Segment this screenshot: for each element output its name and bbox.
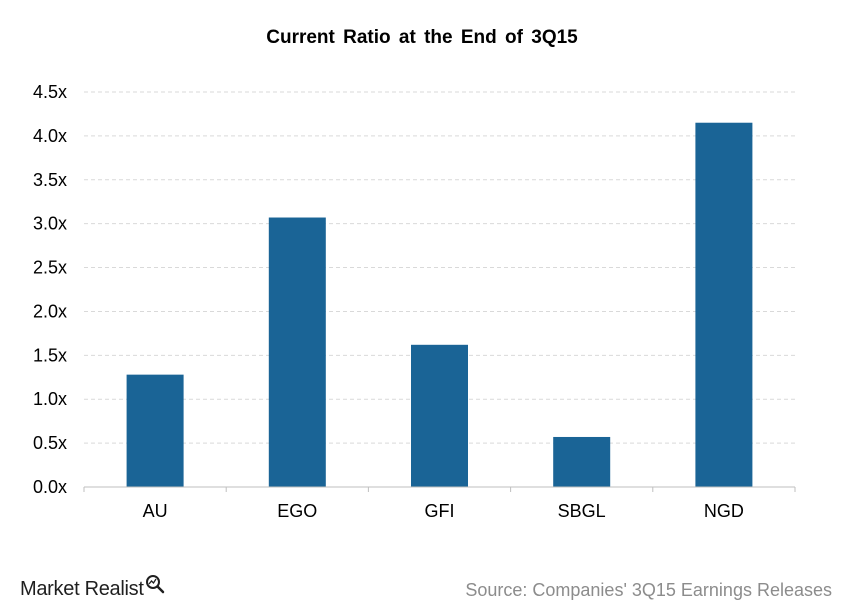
- y-tick-label: 2.0x: [33, 301, 67, 321]
- tick-labels: 0.0x 0.5x 1.0x 1.5x 2.0x 2.5x 3.0x 3.5x 4.0x 4.5x…: [33, 82, 744, 521]
- y-tick-label: 1.0x: [33, 389, 67, 409]
- x-tick-label: AU: [143, 501, 168, 521]
- y-tick-label: 3.5x: [33, 170, 67, 190]
- axes: [83, 486, 796, 492]
- bar-chart: 0.0x 0.5x 1.0x 1.5x 2.0x 2.5x 3.0x 3.5x 4.0x 4.5x…: [33, 82, 796, 521]
- bar-ego: [268, 217, 326, 487]
- bar-ngd: [695, 122, 753, 487]
- brand-name: Market Realist: [20, 578, 144, 600]
- chart-title: Current Ratio at the End of 3Q15: [266, 27, 578, 48]
- bar-au: [126, 374, 184, 487]
- x-tick-label: SBGL: [558, 501, 606, 521]
- bar-sbgl: [553, 436, 611, 487]
- brand-logo: Market Realist: [20, 575, 165, 604]
- magnifier-chart-icon: [145, 575, 164, 594]
- y-tick-label: 4.5x: [33, 82, 67, 102]
- bars: [126, 122, 753, 487]
- source-note: Source: Companies' 3Q15 Earnings Release…: [465, 580, 832, 600]
- y-tick-label: 2.5x: [33, 258, 67, 278]
- x-tick-label: NGD: [704, 501, 744, 521]
- y-tick-label: 1.5x: [33, 345, 67, 365]
- y-tick-label: 0.5x: [33, 433, 67, 453]
- x-tick-label: EGO: [277, 501, 317, 521]
- y-tick-label: 0.0x: [33, 477, 67, 497]
- bar-gfi: [411, 344, 468, 487]
- y-tick-label: 3.0x: [33, 214, 67, 234]
- x-tick-label: GFI: [425, 501, 455, 521]
- y-tick-label: 4.0x: [33, 126, 67, 146]
